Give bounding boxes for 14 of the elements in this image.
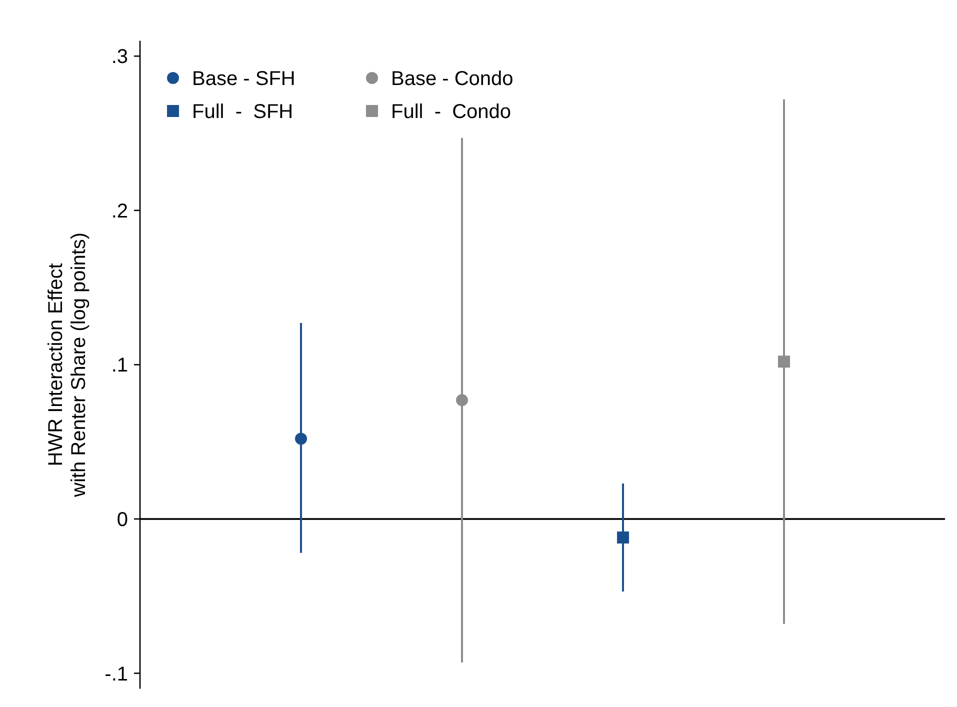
- legend-label: Full - SFH: [192, 101, 294, 123]
- y-tick-label: 0: [116, 508, 128, 531]
- point: [778, 356, 790, 368]
- legend-label: Base - Condo: [391, 68, 514, 90]
- y-tick-label: .3: [111, 46, 128, 68]
- point: [617, 532, 629, 544]
- legend-label: Full - Condo: [391, 101, 512, 123]
- y-tick-label: .2: [111, 200, 128, 222]
- y-axis-title: HWR Interaction Effect with Renter Share (log points): [45, 232, 90, 498]
- point: [456, 394, 468, 406]
- y-tick-label: -.1: [104, 663, 128, 686]
- point: [295, 432, 307, 445]
- legend-label: Base - SFH: [192, 68, 296, 90]
- y-tick-label: .1: [111, 354, 128, 377]
